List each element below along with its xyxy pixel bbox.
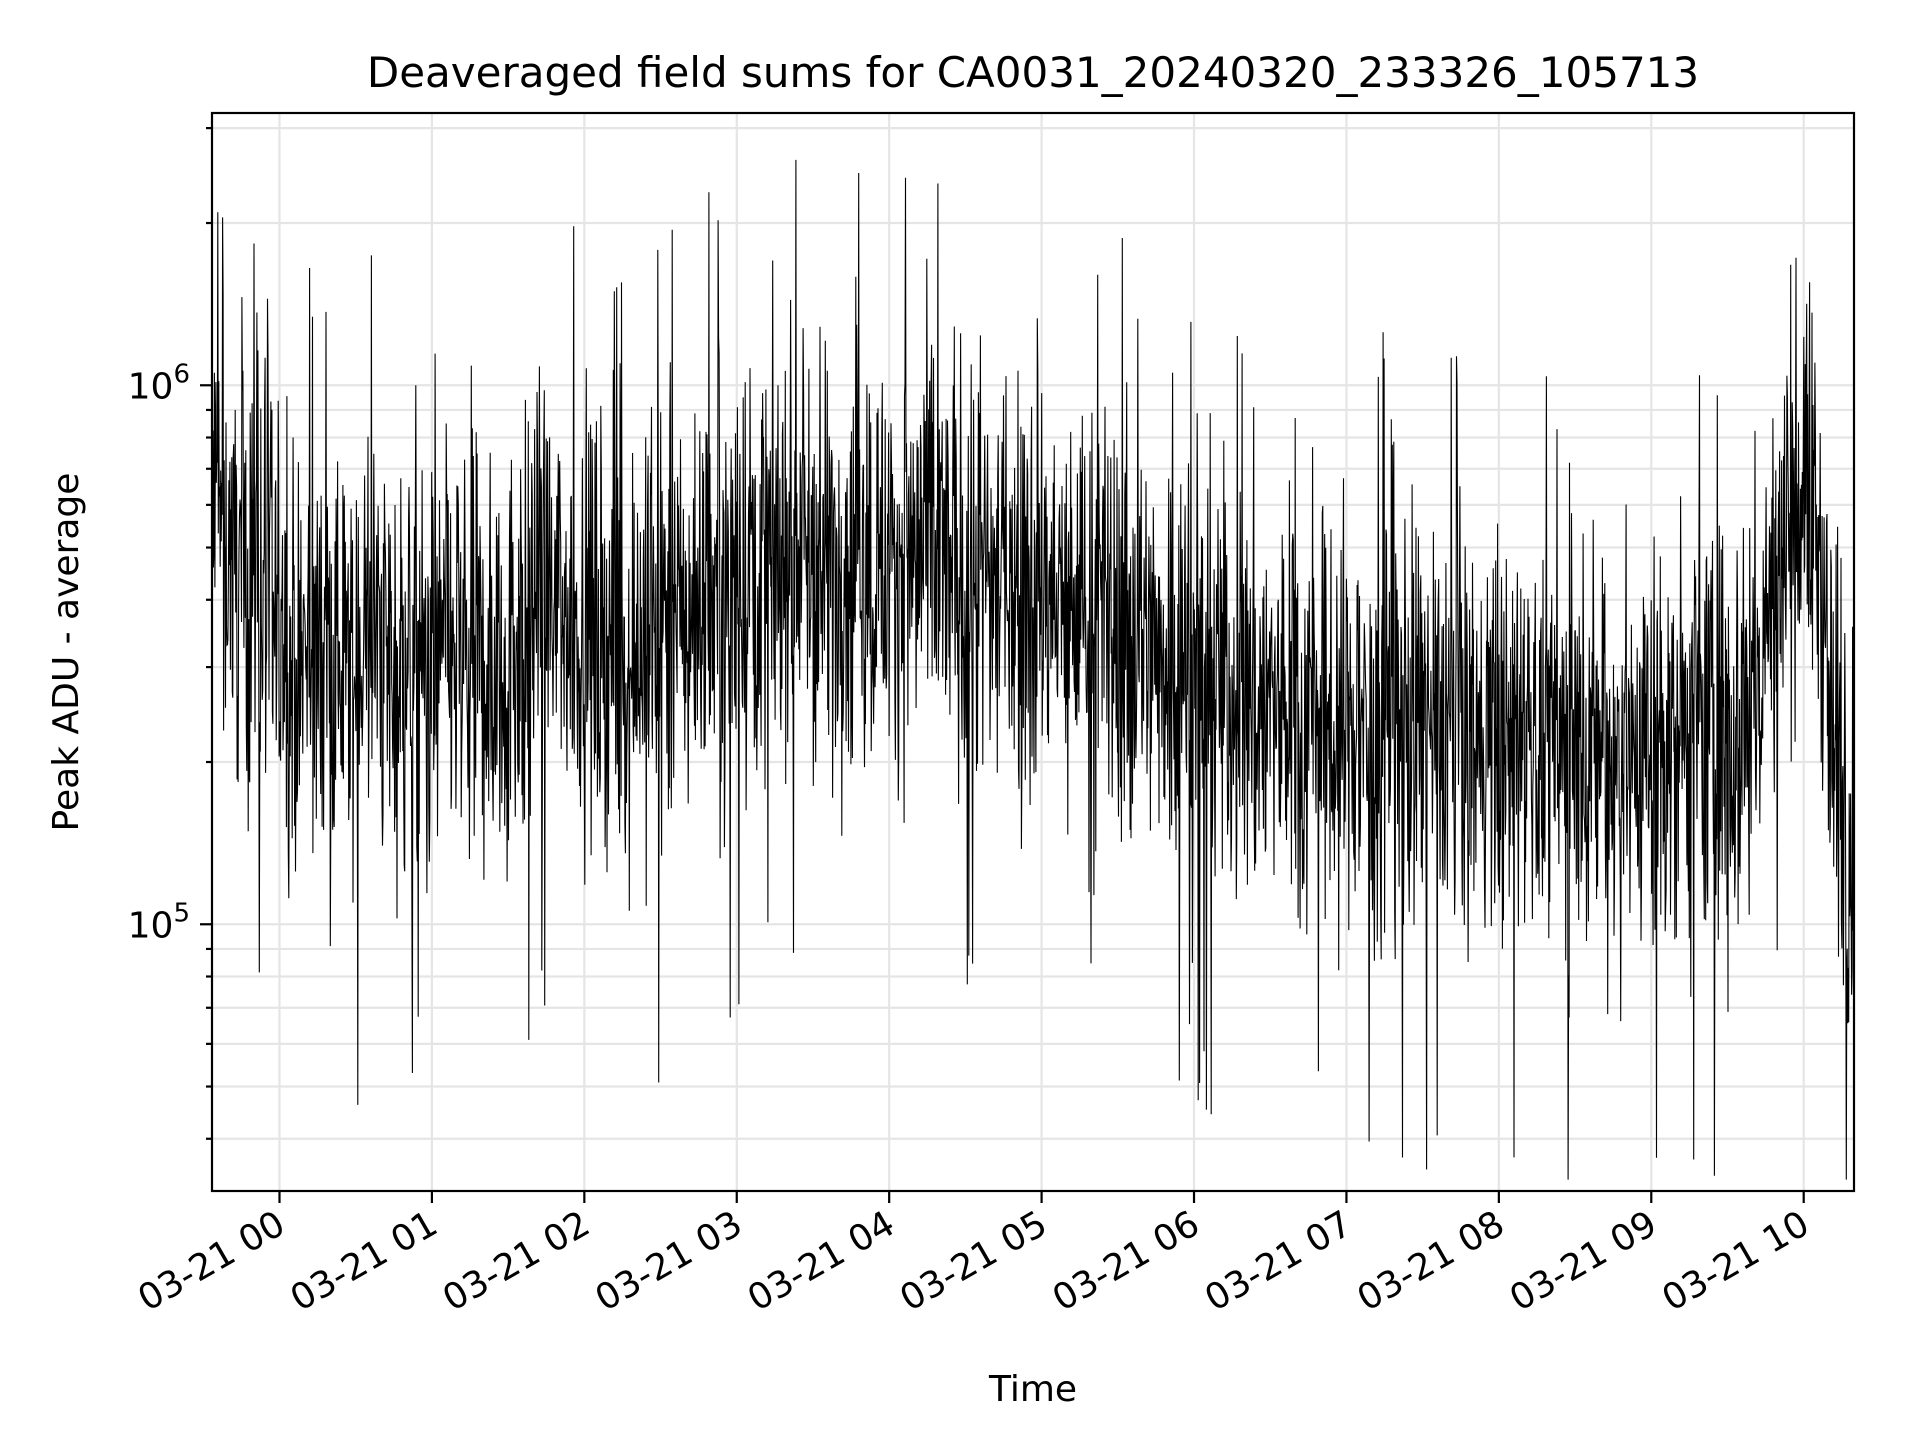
- y-tick-label: 106: [128, 359, 190, 407]
- plot-frame: [210, 111, 1856, 1193]
- x-tick-label: 03-21 07: [1198, 1203, 1359, 1319]
- grid: [212, 113, 1854, 1191]
- x-tick-label: 03-21 08: [1351, 1203, 1512, 1319]
- chart-title: Deaveraged field sums for CA0031_2024032…: [367, 48, 1699, 97]
- x-tick-label: 03-21 03: [589, 1203, 750, 1319]
- x-tick-label: 03-21 04: [741, 1203, 902, 1319]
- series-group: [211, 159, 1855, 1180]
- x-axis-label: Time: [988, 1369, 1077, 1410]
- x-tick-label: 03-21 00: [131, 1203, 292, 1319]
- series-line: [211, 159, 1855, 1180]
- x-tick-label: 03-21 09: [1503, 1203, 1664, 1319]
- x-tick-label: 03-21 05: [893, 1203, 1054, 1319]
- x-tick-label: 03-21 01: [284, 1203, 445, 1319]
- y-tick-label: 105: [128, 898, 190, 946]
- x-tick-label: 03-21 10: [1656, 1203, 1817, 1319]
- x-tick-label: 03-21 06: [1046, 1203, 1207, 1319]
- y-axis-label: Peak ADU - average: [46, 473, 87, 832]
- x-tick-label: 03-21 02: [436, 1203, 597, 1319]
